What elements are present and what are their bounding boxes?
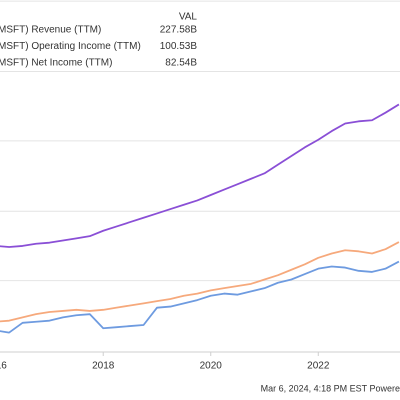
legend-label: MSFT) Operating Income (TTM) [0,41,141,52]
x-tick-label: 2022 [307,361,330,372]
plot-area [0,103,400,334]
legend-value: 100.53B [160,41,198,52]
x-tick-label: 2018 [92,361,115,372]
legend-label: MSFT) Net Income (TTM) [0,58,112,69]
legend-value: 82.54B [165,58,197,69]
series-line [0,241,400,323]
x-tick-label: 2020 [200,361,223,372]
legend-header: VAL [179,12,198,23]
legend-box [0,6,205,70]
x-axis-labels: 2016 2018 2020 2022 [0,352,330,372]
legend: MSFT) Revenue (TTM) 227.58B MSFT) Operatin… [0,25,197,69]
footer: Mar 6, 2024, 4:18 PM EST Powere [261,383,400,393]
series-line [0,260,400,334]
grid [0,0,400,282]
legend-label: MSFT) Revenue (TTM) [0,25,101,36]
x-tick-label: 2016 [0,361,7,372]
legend-value: 227.58B [160,25,198,36]
series-line [0,103,400,248]
